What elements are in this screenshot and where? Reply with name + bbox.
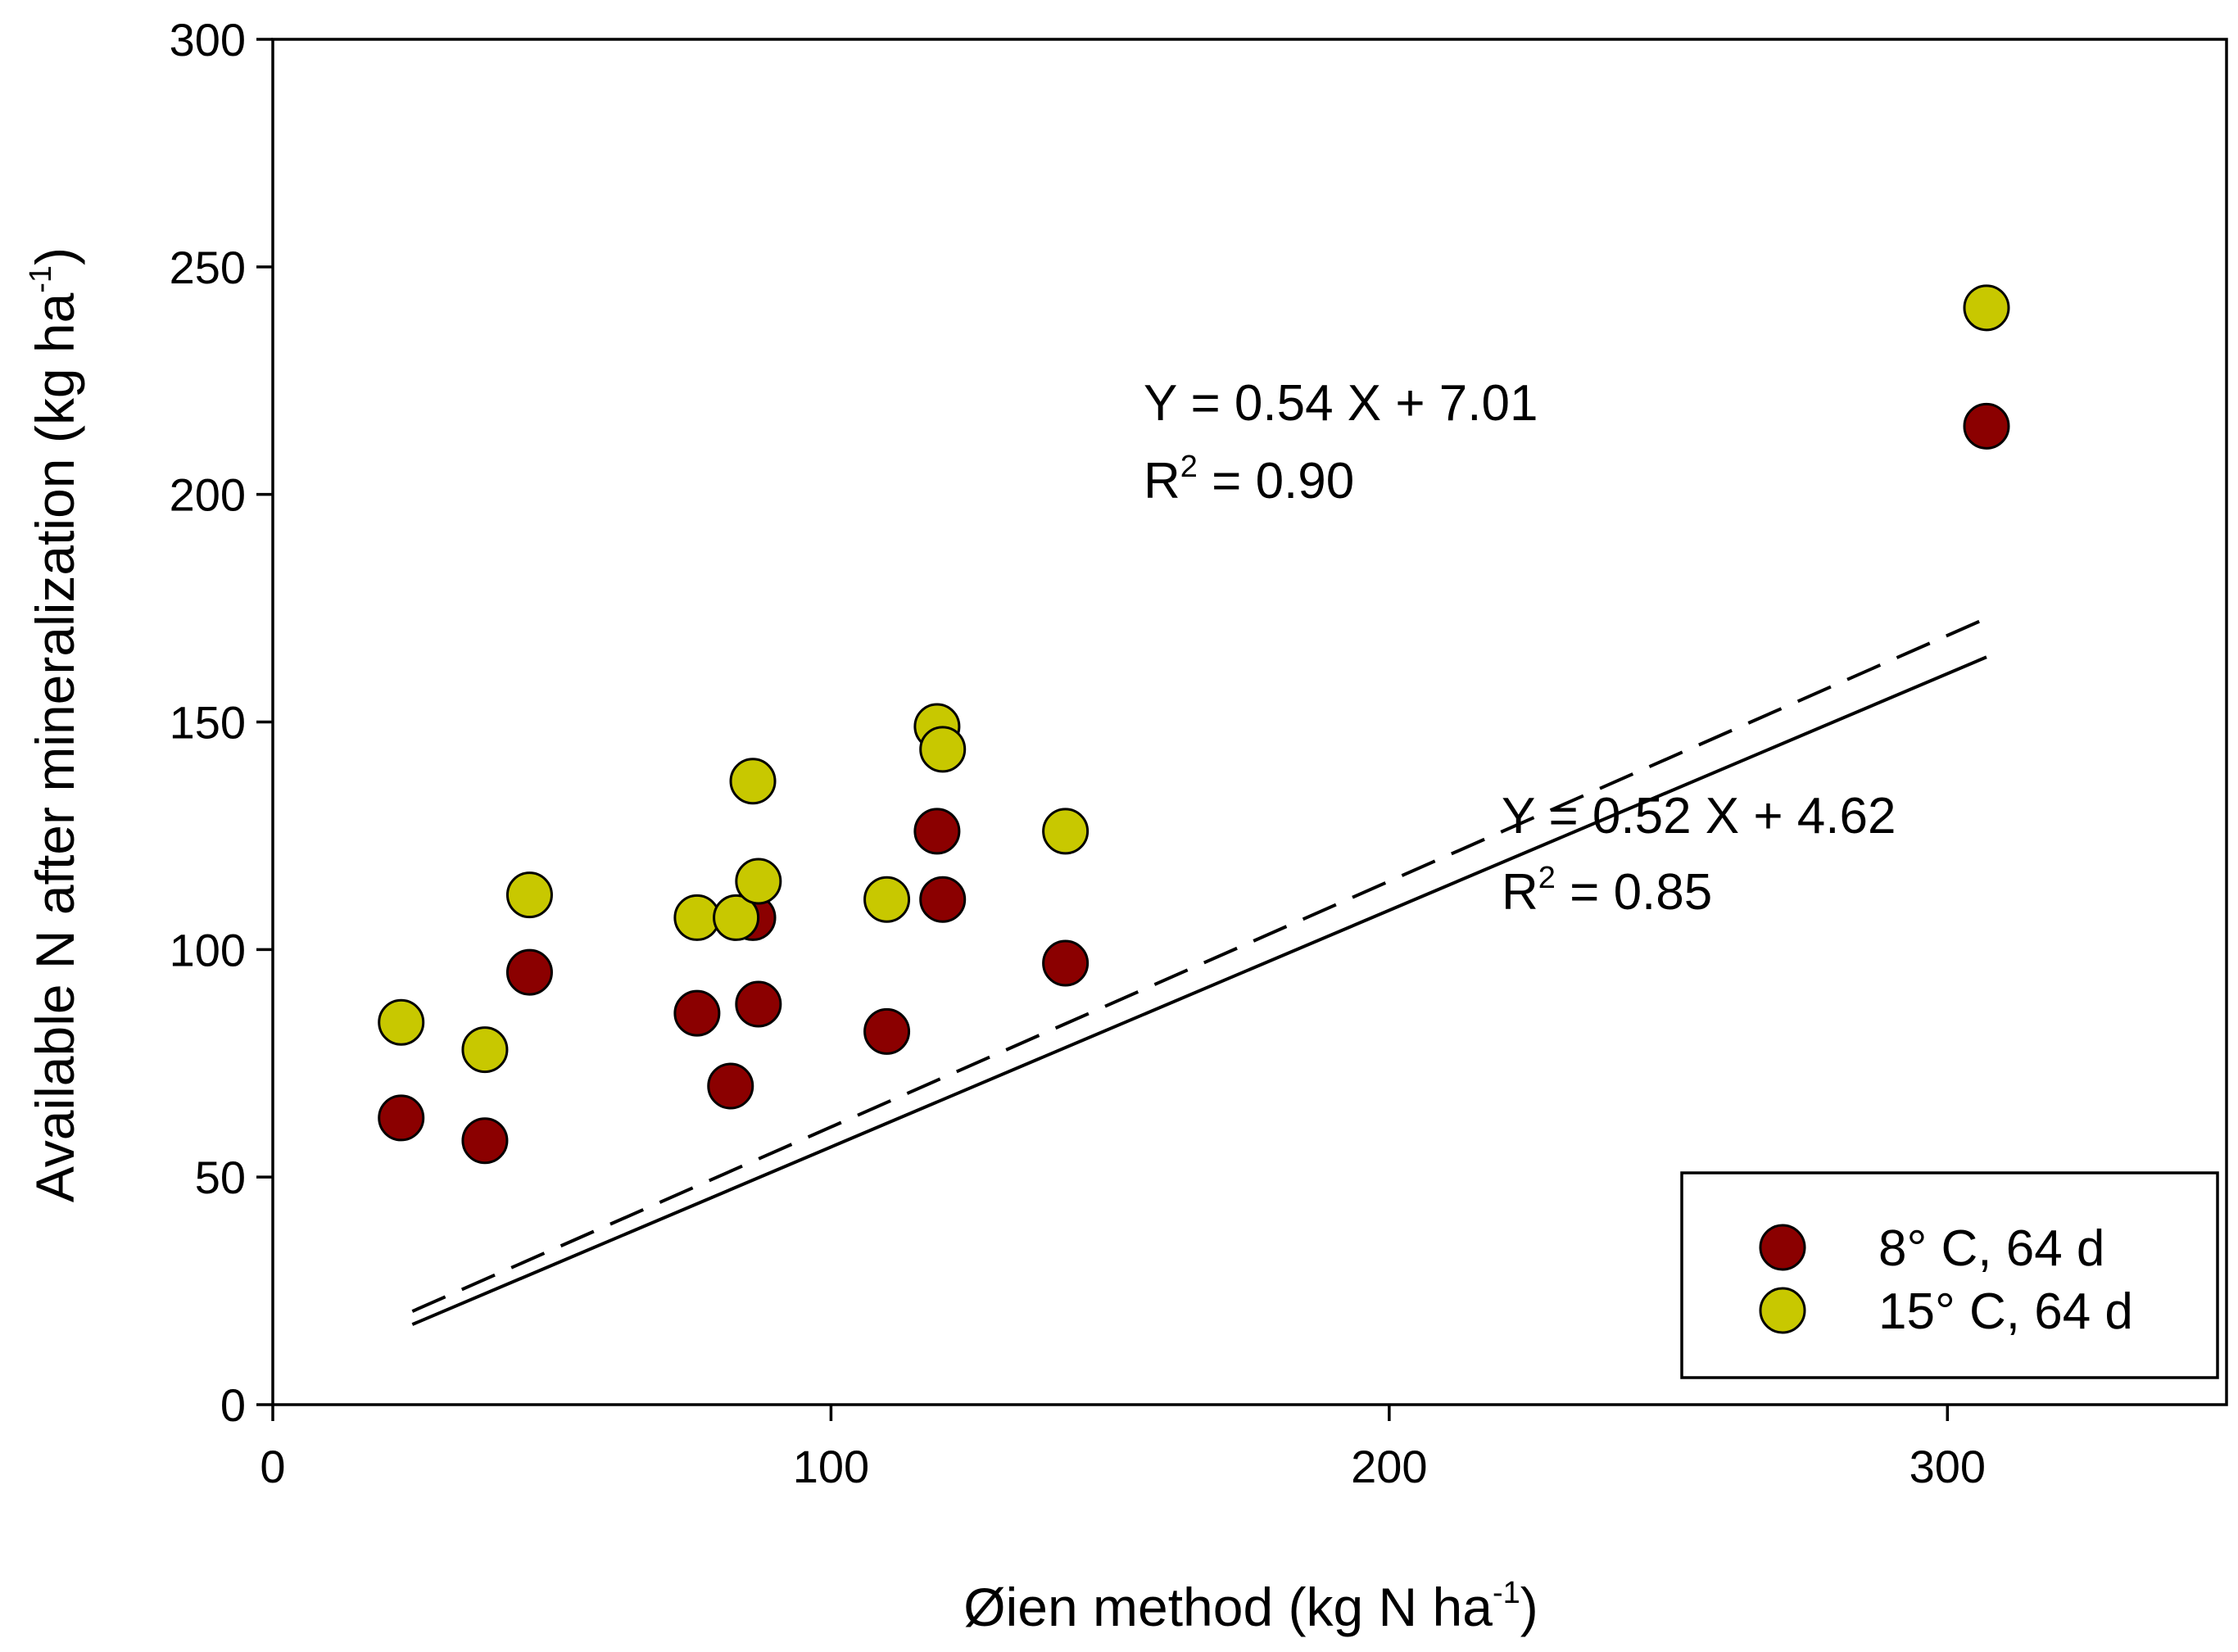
data-point-8c	[378, 1094, 425, 1142]
data-point-8c	[461, 1117, 509, 1165]
data-point-8c	[735, 980, 782, 1028]
legend-label-15c: 15° C, 64 d	[1878, 1283, 2133, 1340]
x-axis-title-main: Øien method (kg N ha	[963, 1577, 1493, 1637]
data-point-15c	[919, 726, 967, 773]
data-point-8c	[673, 989, 721, 1037]
y-tick-label: 50	[195, 1152, 246, 1203]
y-tick-label: 250	[170, 242, 246, 293]
equation-15c: Y = 0.54 X + 7.01	[1144, 375, 1538, 432]
data-point-8c	[505, 948, 553, 996]
data-point-15c	[505, 871, 553, 919]
data-point-8c	[913, 808, 961, 855]
fit-line-dashed	[411, 617, 1987, 1313]
data-point-8c	[707, 1062, 754, 1110]
legend-label-8c: 8° C, 64 d	[1878, 1220, 2104, 1277]
x-tick-label: 200	[1351, 1441, 1427, 1492]
r2-15c-sup: 2	[1180, 450, 1198, 484]
data-point-15c	[1963, 284, 2010, 332]
legend-marker-8c	[1759, 1224, 1806, 1271]
y-tick-label: 100	[170, 924, 246, 975]
y-axis-title-main: Available N after mineralization (kg ha	[25, 292, 85, 1202]
x-axis-title-close: )	[1520, 1577, 1538, 1637]
data-point-8c	[919, 876, 967, 923]
data-point-15c	[713, 894, 760, 941]
legend-box	[1680, 1171, 2219, 1379]
data-point-15c	[378, 998, 425, 1046]
y-tick-label: 200	[170, 469, 246, 521]
data-point-15c	[735, 858, 782, 905]
data-point-15c	[729, 758, 777, 805]
regression-lines	[411, 617, 1987, 1326]
fit-line-solid	[411, 655, 1987, 1326]
data-point-8c	[1042, 939, 1090, 987]
r2-8c: R2 = 0.85	[1502, 861, 1712, 921]
data-point-15c	[1042, 808, 1090, 855]
y-axis: 0 50 100 150 200 250 300	[170, 14, 273, 1431]
data-point-15c	[673, 894, 721, 941]
data-point-15c	[863, 876, 911, 923]
y-tick-label: 0	[220, 1379, 246, 1431]
r2-8c-label: R	[1502, 864, 1538, 921]
data-point-8c	[1963, 402, 2010, 450]
r2-8c-value: = 0.85	[1556, 864, 1712, 921]
y-axis-title-sup: -1	[24, 265, 58, 293]
x-tick-label: 300	[1910, 1441, 1986, 1492]
r2-8c-sup: 2	[1538, 861, 1556, 895]
data-point-15c	[461, 1026, 509, 1074]
legend: 8° C, 64 d 15° C, 64 d	[1680, 1171, 2219, 1379]
y-axis-title-close: )	[25, 247, 85, 265]
data-points	[378, 284, 2010, 1165]
r2-15c-label: R	[1144, 453, 1180, 509]
legend-marker-15c	[1759, 1287, 1806, 1334]
r2-15c-value: = 0.90	[1198, 453, 1354, 509]
x-axis: 0 100 200 300	[260, 1405, 1986, 1492]
y-tick-label: 150	[170, 697, 246, 749]
data-point-8c	[863, 1007, 911, 1055]
r2-15c: R2 = 0.90	[1144, 450, 1354, 509]
x-tick-label: 0	[260, 1441, 285, 1492]
x-axis-title: Øien method (kg N ha-1)	[963, 1576, 1538, 1637]
y-tick-label: 300	[170, 14, 246, 66]
equation-8c: Y = 0.52 X + 4.62	[1502, 788, 1896, 844]
x-axis-title-sup: -1	[1493, 1576, 1520, 1610]
y-axis-title: Available N after mineralization (kg ha-…	[24, 247, 85, 1202]
x-tick-label: 100	[793, 1441, 869, 1492]
